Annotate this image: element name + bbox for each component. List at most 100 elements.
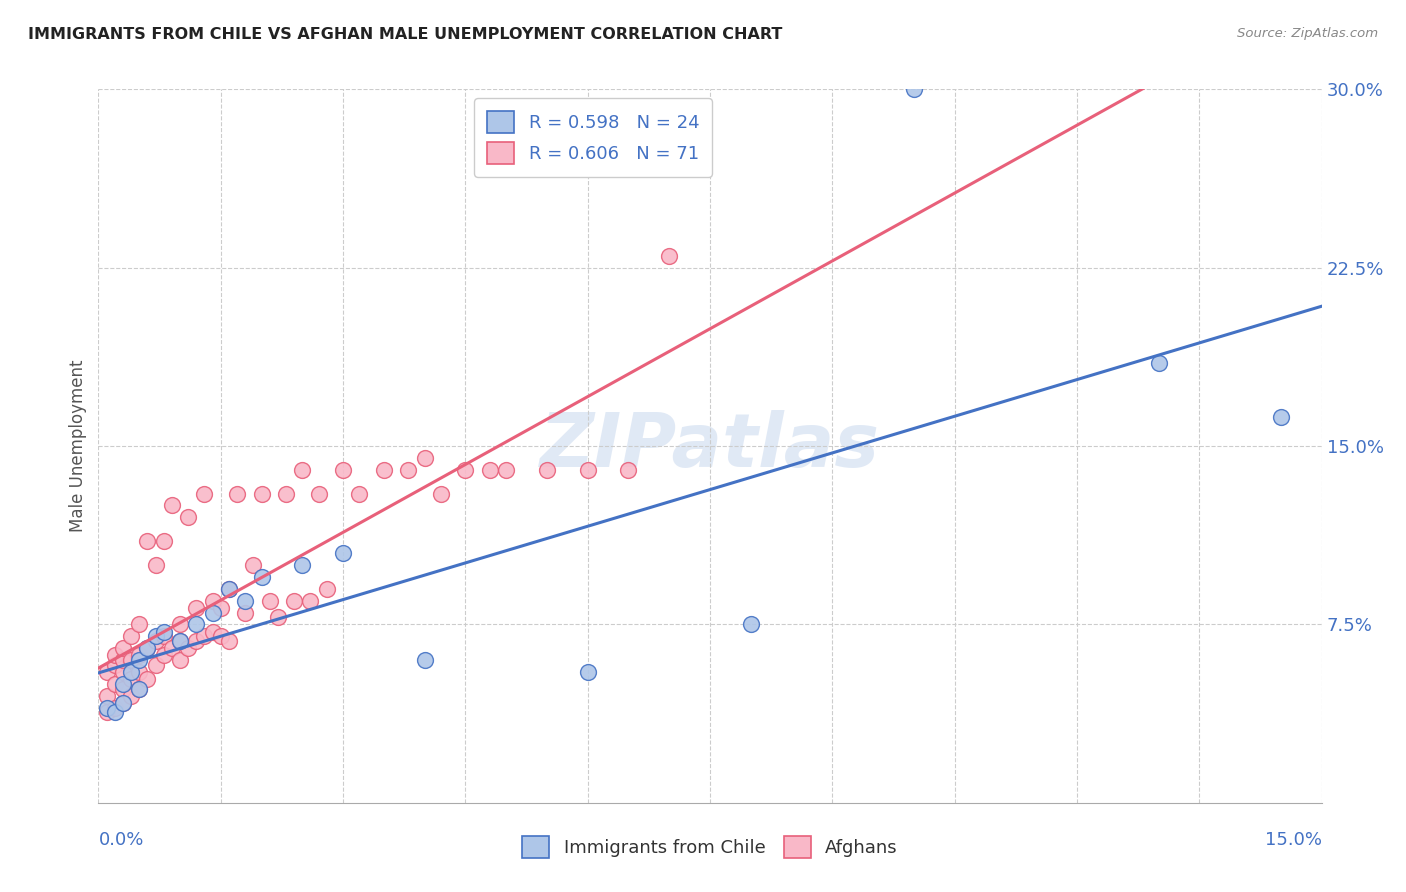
Point xyxy=(233,606,256,620)
Point xyxy=(242,558,264,572)
Point xyxy=(145,634,167,648)
Point xyxy=(193,629,215,643)
Point xyxy=(209,629,232,643)
Point xyxy=(111,641,134,656)
Point xyxy=(104,677,127,691)
Point xyxy=(495,463,517,477)
Point xyxy=(128,681,150,696)
Point xyxy=(576,463,599,477)
Point xyxy=(128,681,150,696)
Point xyxy=(430,486,453,500)
Text: IMMIGRANTS FROM CHILE VS AFGHAN MALE UNEMPLOYMENT CORRELATION CHART: IMMIGRANTS FROM CHILE VS AFGHAN MALE UNE… xyxy=(28,27,783,42)
Point xyxy=(104,700,127,714)
Point xyxy=(396,463,419,477)
Point xyxy=(193,486,215,500)
Point xyxy=(177,510,200,524)
Point xyxy=(250,486,273,500)
Point xyxy=(740,617,762,632)
Point xyxy=(152,534,174,549)
Point xyxy=(1147,356,1170,370)
Point xyxy=(96,689,118,703)
Point xyxy=(145,558,167,572)
Point xyxy=(186,600,208,615)
Point xyxy=(169,653,191,667)
Text: 0.0%: 0.0% xyxy=(98,831,143,849)
Point xyxy=(617,463,640,477)
Point xyxy=(259,593,281,607)
Point xyxy=(111,665,134,679)
Point xyxy=(201,593,224,607)
Point xyxy=(128,648,150,663)
Point xyxy=(308,486,330,500)
Point xyxy=(250,570,273,584)
Point xyxy=(152,648,174,663)
Point xyxy=(120,629,142,643)
Point xyxy=(201,606,224,620)
Point xyxy=(136,534,159,549)
Point xyxy=(96,706,118,720)
Point xyxy=(128,653,150,667)
Point xyxy=(104,648,127,663)
Point xyxy=(169,634,191,648)
Point xyxy=(96,665,118,679)
Point xyxy=(152,624,174,639)
Point xyxy=(128,617,150,632)
Y-axis label: Male Unemployment: Male Unemployment xyxy=(69,359,87,533)
Point xyxy=(299,593,322,607)
Point xyxy=(177,641,200,656)
Point xyxy=(233,593,256,607)
Point xyxy=(120,653,142,667)
Point xyxy=(218,634,240,648)
Point xyxy=(283,593,305,607)
Point xyxy=(226,486,249,500)
Point xyxy=(128,665,150,679)
Point xyxy=(536,463,558,477)
Point xyxy=(209,600,232,615)
Point xyxy=(120,665,142,679)
Point xyxy=(160,499,183,513)
Point xyxy=(291,463,314,477)
Point xyxy=(111,653,134,667)
Point xyxy=(413,653,436,667)
Point xyxy=(111,696,134,710)
Point xyxy=(104,657,127,672)
Point xyxy=(120,672,142,686)
Point xyxy=(111,696,134,710)
Text: 15.0%: 15.0% xyxy=(1264,831,1322,849)
Point xyxy=(145,657,167,672)
Point xyxy=(332,546,354,560)
Point xyxy=(576,665,599,679)
Text: ZIPatlas: ZIPatlas xyxy=(540,409,880,483)
Point xyxy=(413,450,436,465)
Point xyxy=(152,629,174,643)
Point xyxy=(169,617,191,632)
Point xyxy=(136,672,159,686)
Point xyxy=(160,641,183,656)
Point xyxy=(186,634,208,648)
Legend: Immigrants from Chile, Afghans: Immigrants from Chile, Afghans xyxy=(515,829,905,865)
Point xyxy=(373,463,395,477)
Point xyxy=(349,486,371,500)
Point xyxy=(218,582,240,596)
Point xyxy=(136,641,159,656)
Point xyxy=(104,706,127,720)
Point xyxy=(291,558,314,572)
Point xyxy=(1270,410,1292,425)
Point xyxy=(267,610,290,624)
Point xyxy=(454,463,477,477)
Point xyxy=(169,634,191,648)
Point xyxy=(218,582,240,596)
Point xyxy=(201,624,224,639)
Point xyxy=(120,689,142,703)
Point xyxy=(274,486,297,500)
Point xyxy=(111,681,134,696)
Text: Source: ZipAtlas.com: Source: ZipAtlas.com xyxy=(1237,27,1378,40)
Point xyxy=(658,249,681,263)
Point xyxy=(145,629,167,643)
Point xyxy=(136,641,159,656)
Point xyxy=(903,82,925,96)
Point xyxy=(315,582,337,596)
Point xyxy=(96,700,118,714)
Point xyxy=(478,463,501,477)
Point xyxy=(186,617,208,632)
